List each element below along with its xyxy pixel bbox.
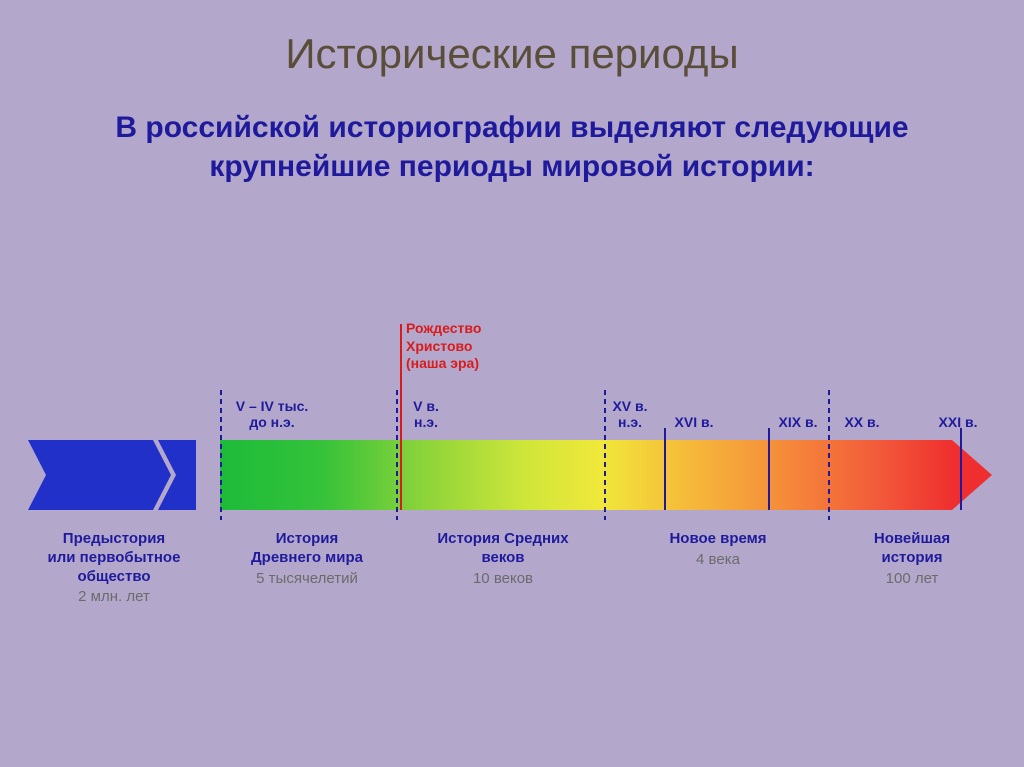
period-label: Предысторияили первобытноеобщество2 млн.…: [28, 530, 200, 605]
timeline-date-label: XXI в.: [939, 414, 978, 430]
timeline-tick: [220, 390, 222, 520]
gradient-arrow-body: [220, 440, 952, 510]
period-label: Новое время4 века: [608, 530, 828, 568]
timeline-date-label: XX в.: [844, 414, 879, 430]
timeline-tick: [828, 390, 830, 520]
christ-birth-tick: [400, 324, 402, 510]
timeline-date-label: XV в.н.э.: [612, 398, 647, 430]
timeline-tick: [604, 390, 606, 520]
timeline-tick: [960, 428, 962, 510]
christ-birth-marker-label: Рождество Христово (наша эра): [406, 320, 481, 373]
period-label: ИсторияДревнего мира5 тысячелетий: [216, 530, 398, 587]
prehistory-arrow: [28, 440, 196, 510]
timeline-tick: [396, 390, 398, 520]
period-label: Новейшаяистория100 лет: [832, 530, 992, 587]
timeline-date-label: V в.н.э.: [413, 398, 439, 430]
timeline: [28, 440, 996, 510]
timeline-tick: [768, 428, 770, 510]
period-label: История Среднихвеков10 веков: [400, 530, 606, 587]
timeline-tick: [664, 428, 666, 510]
timeline-date-label: XIX в.: [779, 414, 818, 430]
timeline-date-label: XVI в.: [675, 414, 714, 430]
page-title: Исторические периоды: [0, 0, 1024, 78]
page-subtitle: В российской историографии выделяют след…: [0, 78, 1024, 186]
arrowhead-icon: [952, 440, 992, 510]
timeline-date-label: V – IV тыс.до н.э.: [236, 398, 309, 430]
